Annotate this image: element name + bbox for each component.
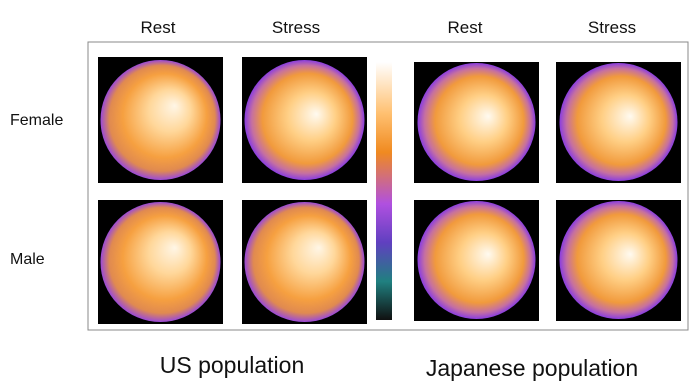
group-label: Japanese population: [426, 355, 638, 381]
polar-map: [100, 60, 221, 180]
column-label: Stress: [588, 18, 636, 37]
polar-map: [244, 60, 365, 180]
polar-map: [100, 202, 221, 322]
polar-map: [559, 201, 678, 319]
group-label: US population: [160, 352, 305, 378]
polar-map: [244, 202, 365, 322]
polar-map: [417, 63, 536, 181]
polar-maps: [98, 57, 681, 324]
polar-map: [417, 201, 536, 319]
color-bar: [376, 62, 392, 320]
column-label: Rest: [141, 18, 176, 37]
polar-map: [559, 63, 678, 181]
row-label: Female: [10, 112, 63, 129]
row-label: Male: [10, 251, 45, 268]
column-label: Rest: [448, 18, 483, 37]
column-label: Stress: [272, 18, 320, 37]
